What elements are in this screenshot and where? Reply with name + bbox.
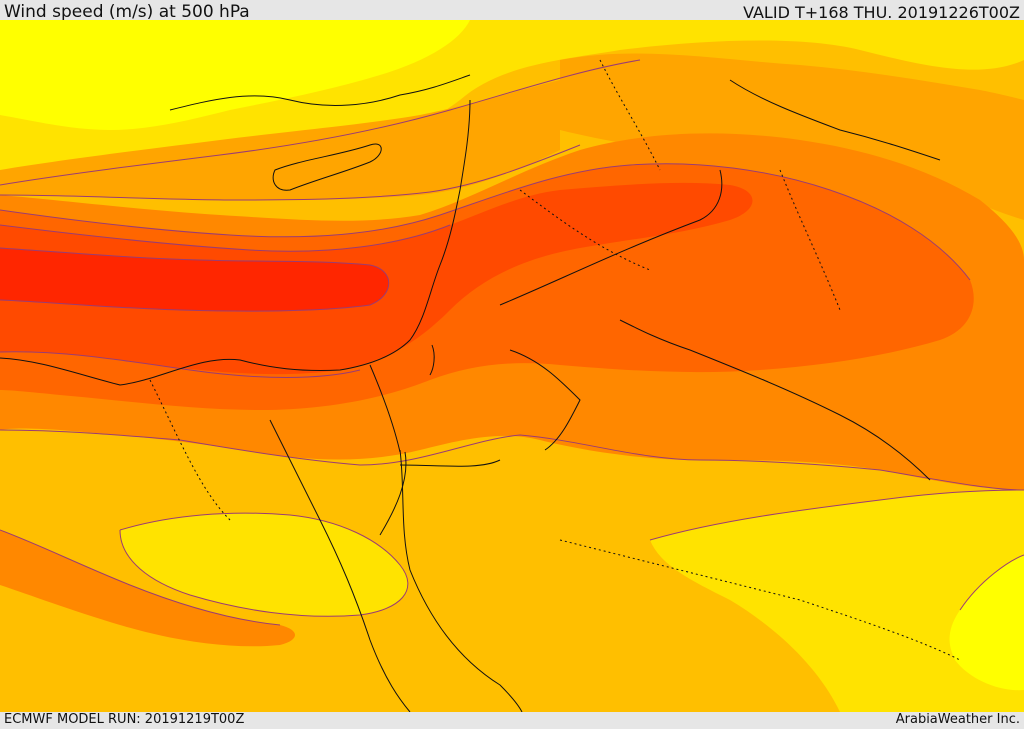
coastline-cyprus: [272, 143, 382, 191]
map-header: Wind speed (m/s) at 500 hPa VALID T+168 …: [0, 0, 1024, 22]
band-jet-max: [0, 248, 389, 312]
band-south-yellow-west: [120, 513, 408, 617]
border-line: [369, 364, 401, 453]
border-line: [399, 459, 501, 467]
contour-line: [0, 529, 281, 626]
border-line: [729, 79, 941, 161]
isotach-contours: [0, 59, 1024, 626]
contour-line: [0, 163, 971, 281]
valid-time-label: VALID T+168 THU. 20191226T00Z: [743, 3, 1020, 22]
border-dotted: [149, 379, 231, 521]
band-south-yellow-east: [650, 490, 1024, 712]
coastline-gulf-of-aqaba: [379, 451, 407, 536]
contour-line: [0, 351, 361, 378]
contour-line: [0, 224, 451, 252]
border-dotted: [779, 169, 841, 311]
map-title: Wind speed (m/s) at 500 hPa: [4, 2, 250, 22]
wind-speed-map: [0, 20, 1024, 712]
contour-line: [0, 144, 581, 201]
contour-line: [649, 489, 1024, 541]
contour-line: [0, 59, 641, 186]
band-mid-north: [0, 80, 560, 200]
model-run-label: ECMWF MODEL RUN: 20191219T00Z: [4, 712, 245, 727]
border-line: [499, 169, 723, 306]
coastline-red-sea-east: [399, 449, 523, 712]
band-north-bright-yellow: [0, 20, 470, 130]
contour-line: [0, 429, 1024, 491]
internal-borders: [149, 59, 961, 661]
band-southwest-tongue: [0, 530, 295, 647]
coastline-mediterranean-south: [0, 99, 471, 386]
credit-label: ArabiaWeather Inc.: [895, 712, 1020, 727]
border-dotted: [519, 189, 651, 271]
contour-line: [0, 247, 390, 312]
map-footer: ECMWF MODEL RUN: 20191219T00Z ArabiaWeat…: [0, 712, 1024, 729]
band-south-bright-yellow: [949, 555, 1024, 691]
border-dotted: [599, 59, 661, 171]
coastline-turkey-south: [169, 74, 471, 111]
contour-line: [119, 512, 409, 617]
border-line: [619, 319, 931, 481]
border-line: [509, 349, 581, 451]
coastline-red-sea-west: [269, 419, 411, 712]
national-borders: [369, 79, 941, 481]
coastlines: [0, 74, 523, 712]
contour-line: [959, 554, 1024, 611]
map-canvas: [0, 20, 1024, 712]
coastline-dead-sea: [429, 344, 435, 376]
